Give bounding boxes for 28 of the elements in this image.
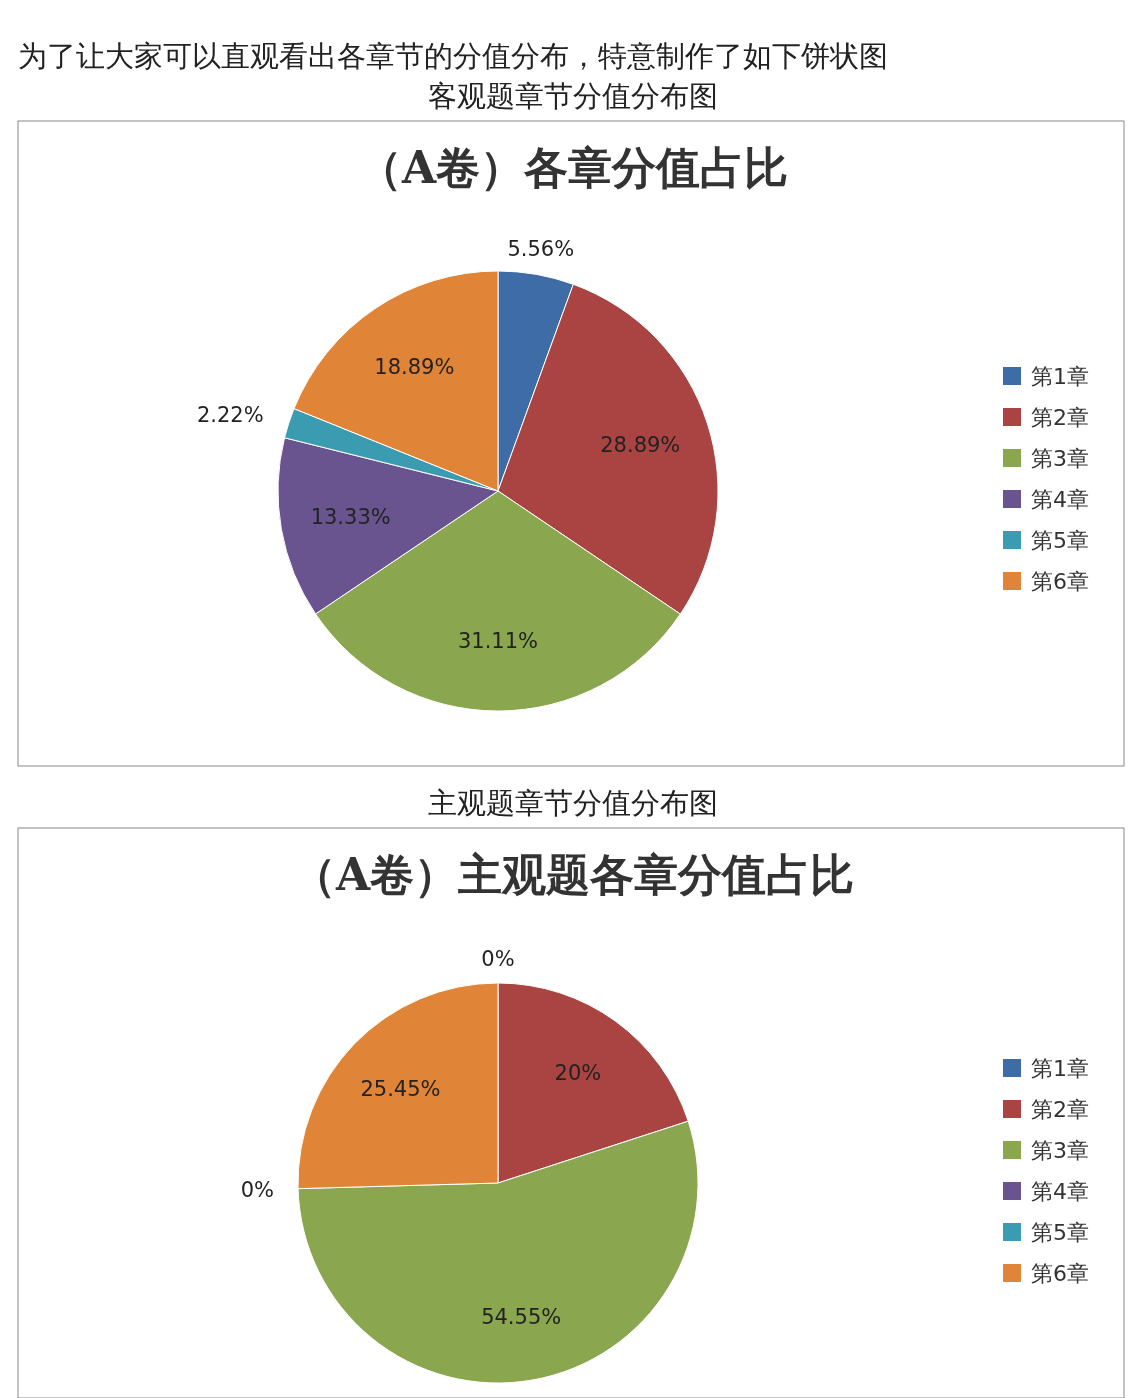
data-label: 28.89%: [600, 433, 681, 458]
data-label: 54.55%: [481, 1305, 562, 1330]
data-label: 2.22%: [196, 403, 264, 428]
legend-label: 第3章: [1031, 1137, 1089, 1163]
legend-label: 第2章: [1031, 404, 1089, 430]
text: 客观题章节分值分布图: [428, 79, 718, 113]
chart-title: （A卷）主观题各章分值占比: [291, 849, 855, 900]
data-label: 5.56%: [507, 236, 575, 261]
text: 0%: [481, 947, 515, 972]
chart-title: （A卷）各章分值占比: [357, 142, 789, 193]
legend-label: 第5章: [1031, 1219, 1089, 1245]
legend-label: 第1章: [1031, 1055, 1089, 1081]
legend-label: 第4章: [1031, 486, 1089, 512]
data-label: 13.33%: [310, 505, 391, 530]
data-label: 31.11%: [457, 628, 538, 653]
legend-label: 第5章: [1031, 527, 1089, 553]
legend-label: 第1章: [1031, 363, 1089, 389]
legend-label: 第6章: [1031, 568, 1089, 594]
data-label: 25.45%: [360, 1076, 441, 1101]
text: 为了让大家可以直观看出各章节的分值分布，特意制作了如下饼状图: [18, 39, 888, 73]
text: 0%: [240, 1177, 275, 1202]
legend-label: 第3章: [1031, 445, 1089, 471]
legend-label: 第4章: [1031, 1178, 1089, 1204]
data-label: 18.89%: [374, 355, 455, 380]
data-label: 20%: [554, 1061, 602, 1086]
legend-label: 第6章: [1031, 1260, 1089, 1286]
text: 主观题章节分值分布图: [428, 786, 718, 820]
legend-label: 第2章: [1031, 1096, 1089, 1122]
